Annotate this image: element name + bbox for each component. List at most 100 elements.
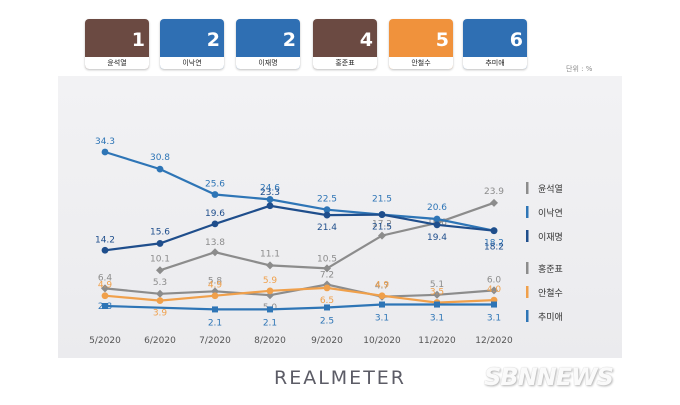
data-point — [323, 264, 331, 273]
data-label: 4.9 — [208, 281, 223, 291]
data-point — [323, 284, 331, 292]
data-point — [490, 198, 498, 207]
data-label: 6.4 — [98, 273, 113, 283]
data-label: 4.7 — [375, 282, 389, 292]
data-point — [324, 304, 330, 311]
data-point — [378, 292, 386, 300]
data-label: 18.2 — [484, 243, 504, 253]
data-point — [101, 148, 109, 156]
data-point — [211, 220, 219, 228]
data-label: 30.8 — [150, 153, 170, 163]
candidate-card-5: 5 안철수 — [389, 19, 453, 69]
data-label: 15.6 — [150, 227, 170, 237]
data-point — [267, 306, 273, 313]
data-point — [491, 301, 497, 308]
data-label: 23.9 — [484, 187, 504, 197]
data-label: 18.2 — [484, 239, 504, 249]
legend-swatch — [526, 262, 529, 274]
data-label: 4.9 — [375, 281, 390, 291]
data-label: 10.1 — [150, 254, 170, 264]
candidate-name: 안철수 — [389, 57, 453, 69]
data-label: 3.1 — [430, 314, 444, 324]
legend-swatch — [526, 310, 529, 322]
data-point — [156, 297, 164, 305]
legend-label: 추미애 — [538, 312, 563, 323]
data-point — [433, 215, 441, 223]
candidate-card-3: 2 이재명 — [236, 19, 300, 69]
data-point — [379, 301, 385, 308]
candidate-rank: 4 — [359, 29, 373, 51]
data-label: 5.9 — [263, 276, 278, 286]
series-line — [104, 150, 495, 232]
data-point — [101, 246, 109, 254]
data-point — [323, 211, 331, 219]
legend-swatch — [526, 182, 529, 194]
candidate-name: 이낙연 — [160, 57, 224, 69]
data-label: 22.5 — [317, 195, 337, 205]
legend-swatch — [526, 230, 529, 242]
data-point — [212, 306, 218, 313]
data-label: 3.9 — [153, 309, 168, 319]
data-label: 5.1 — [430, 280, 444, 290]
data-point — [101, 284, 109, 293]
data-label: 6.0 — [487, 275, 502, 285]
data-point — [211, 191, 219, 198]
data-label: 21.5 — [372, 223, 392, 233]
data-label: 4.0 — [487, 285, 502, 295]
x-tick-label: 7/2020 — [199, 336, 231, 346]
data-point — [433, 290, 441, 299]
data-label: 19.4 — [427, 233, 447, 243]
data-point — [211, 248, 219, 257]
candidate-name: 추미애 — [463, 57, 527, 69]
x-tick-label: 9/2020 — [311, 336, 343, 346]
candidate-name: 홍준표 — [313, 57, 377, 69]
data-point — [434, 301, 440, 308]
realmeter-logo: REALMETER — [274, 367, 406, 389]
series-line — [104, 286, 495, 304]
legend-label: 이낙연 — [538, 208, 563, 219]
legend-swatch — [526, 286, 529, 298]
data-point — [378, 211, 386, 218]
data-point — [156, 266, 164, 275]
x-tick-label: 10/2020 — [363, 336, 401, 346]
data-point — [490, 227, 498, 235]
data-label: 25.6 — [205, 180, 225, 190]
data-label: 3.1 — [375, 314, 389, 324]
data-label: 2.1 — [263, 318, 277, 328]
data-label: 24.6 — [260, 183, 280, 193]
data-point — [156, 165, 164, 173]
data-label: 2.8 — [98, 302, 113, 312]
x-tick-label: 8/2020 — [254, 336, 286, 346]
data-label: 19.6 — [205, 209, 225, 219]
candidate-name: 이재명 — [236, 57, 300, 69]
candidate-rank: 6 — [509, 29, 523, 51]
data-point — [323, 206, 331, 214]
data-label: 23.3 — [260, 188, 280, 198]
data-label: 11.1 — [260, 249, 280, 259]
data-point — [266, 202, 274, 210]
data-label: 4.9 — [98, 281, 113, 291]
candidate-name: 윤석열 — [85, 57, 149, 69]
data-point — [211, 292, 219, 300]
candidate-card-2: 2 이낙연 — [160, 19, 224, 69]
data-label: 34.3 — [95, 137, 115, 147]
data-point — [266, 287, 274, 295]
data-point — [266, 261, 274, 270]
data-label: 5.3 — [153, 278, 167, 288]
candidate-card-1: 1 윤석열 — [85, 19, 149, 69]
data-label: 17.2 — [372, 220, 392, 230]
data-label: 3.1 — [487, 314, 501, 324]
series-line — [104, 204, 495, 252]
data-point — [433, 221, 441, 229]
data-point — [101, 292, 109, 300]
data-label: 6.5 — [320, 296, 334, 306]
candidate-card-6: 6 추미애 — [463, 19, 527, 69]
legend-label: 안철수 — [538, 288, 563, 299]
data-label: 14.2 — [95, 235, 115, 245]
legend-swatch — [526, 206, 529, 218]
data-point — [266, 196, 274, 203]
candidate-rank: 1 — [131, 29, 145, 51]
data-point — [156, 289, 164, 298]
x-tick-label: 6/2020 — [144, 336, 176, 346]
data-label: 3.5 — [430, 288, 444, 298]
